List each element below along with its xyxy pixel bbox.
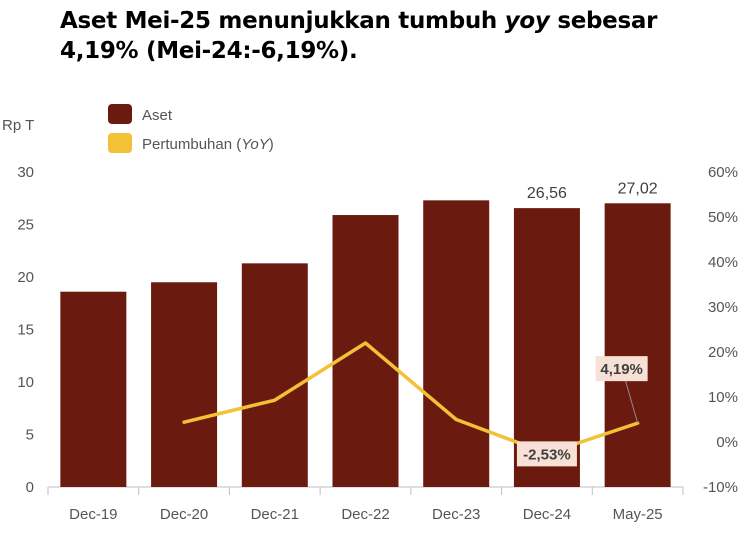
y-right-tick-label: 60% — [708, 164, 738, 181]
legend-pertumbuhan-text: Pertumbuhan ( — [142, 136, 241, 153]
bar-value-label: 26,56 — [527, 185, 567, 202]
x-tick-label: Dec-24 — [523, 506, 571, 523]
y-left-tick-label: 30 — [17, 164, 34, 181]
x-tick-label: Dec-21 — [251, 506, 299, 523]
legend-pertumbuhan-yoy: YoY — [241, 136, 270, 153]
y-right-tick-label: 50% — [708, 209, 738, 226]
y-axis-left-label: Rp T — [2, 117, 34, 134]
y-right-tick-label: -10% — [703, 479, 738, 496]
y-left-tick-label: 5 — [26, 427, 34, 444]
line-value-label: 4,19% — [600, 361, 643, 378]
y-left-tick-label: 10 — [17, 374, 34, 391]
legend: Aset Pertumbuhan (YoY) — [108, 104, 274, 153]
line-value-label: -2,53% — [523, 446, 571, 463]
line-point — [454, 418, 458, 421]
callout-leader — [625, 381, 639, 424]
x-tick-label: Dec-20 — [160, 506, 208, 523]
x-tick-label: Dec-23 — [432, 506, 480, 523]
y-left-tick-label: 20 — [17, 269, 34, 286]
title-part-2: sebesar 4,19% (Mei-24:-6,19%). — [60, 8, 658, 64]
line-point — [182, 420, 186, 424]
bar-aset — [423, 200, 490, 487]
bar-aset — [60, 291, 127, 487]
y-right-tick-label: 30% — [708, 299, 738, 316]
legend-label-aset: Aset — [142, 107, 173, 124]
legend-swatch-aset — [108, 104, 132, 124]
y-right-tick-label: 0% — [716, 434, 738, 451]
y-left-tick-label: 15 — [17, 322, 34, 339]
legend-swatch-pertumbuhan — [108, 133, 132, 153]
y-left-tick-label: 0 — [26, 479, 34, 496]
y-right-tick-label: 40% — [708, 254, 738, 271]
title-part-1: Aset Mei-25 menunjukkan tumbuh — [60, 8, 505, 34]
chart-title: Aset Mei-25 menunjukkan tumbuh yoy sebes… — [60, 6, 740, 66]
y-right-tick-label: 20% — [708, 344, 738, 361]
callout-box — [516, 441, 577, 467]
data-labels: 26,56 27,02 -2,53% 4,19% — [516, 180, 658, 467]
legend-label-pertumbuhan: Pertumbuhan (YoY) — [142, 136, 274, 153]
x-tick-label: Dec-19 — [69, 506, 117, 523]
bar-aset — [241, 263, 308, 487]
bar-value-label: 27,02 — [618, 180, 658, 197]
legend-pertumbuhan-close: ) — [269, 136, 274, 153]
bars — [60, 200, 671, 488]
callout-box — [595, 356, 648, 382]
bar-aset — [151, 282, 218, 487]
x-tick-label: Dec-22 — [341, 506, 389, 523]
line-point — [364, 341, 367, 345]
bar-aset — [332, 215, 399, 488]
y-left-tick-label: 25 — [17, 217, 34, 234]
y-right-tick-label: 10% — [708, 389, 738, 406]
line-point — [273, 398, 277, 402]
title-yoy: yoy — [504, 8, 550, 34]
x-tick-label: May-25 — [613, 506, 663, 523]
bar-aset — [604, 203, 671, 488]
bar-aset — [513, 208, 580, 487]
